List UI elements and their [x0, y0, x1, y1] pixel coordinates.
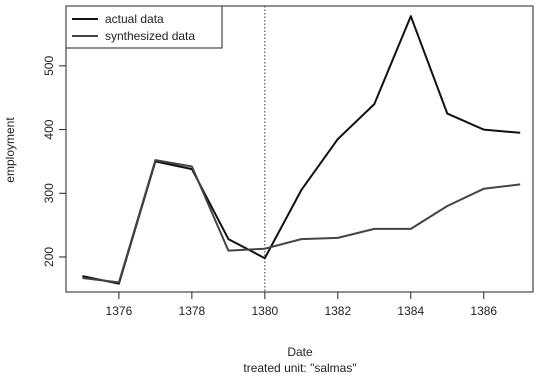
legend-box [65, 5, 223, 49]
x-axis: 1376 1378 1380 1382 1384 1386 [106, 291, 497, 318]
series-layer [82, 15, 521, 285]
x-axis-label: Date [287, 345, 313, 359]
x-tick-label: 1384 [397, 304, 424, 318]
y-axis: 200 300 400 500 [42, 56, 66, 267]
legend: actual data synthesized data [65, 5, 223, 49]
x-tick-label: 1376 [106, 304, 133, 318]
y-tick-label: 300 [42, 183, 56, 203]
y-tick-label: 400 [42, 119, 56, 139]
y-tick-label: 200 [42, 247, 56, 267]
x-tick-label: 1380 [251, 304, 278, 318]
y-axis-label: employment [3, 117, 17, 183]
x-tick-label: 1386 [470, 304, 497, 318]
x-tick-label: 1378 [179, 304, 206, 318]
chart-subtitle: treated unit: "salmas" [243, 361, 356, 375]
x-tick-label: 1382 [324, 304, 351, 318]
plot-area-border [65, 5, 534, 293]
y-tick-label: 500 [42, 56, 56, 76]
legend-label-synthesized: synthesized data [105, 29, 195, 43]
series-line-actual [82, 15, 521, 285]
legend-label-actual: actual data [105, 12, 164, 26]
series-line-synthesized [82, 159, 521, 284]
